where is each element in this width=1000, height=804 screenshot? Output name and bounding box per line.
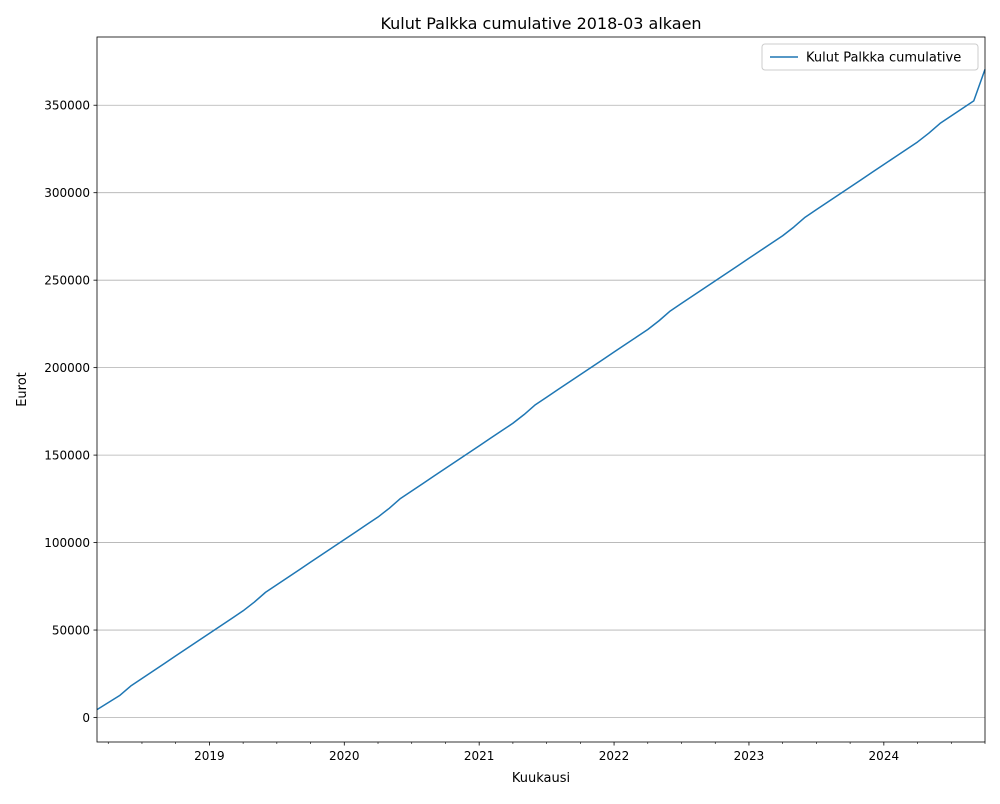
legend-box [761, 43, 979, 71]
y-tick-label: 200000 [44, 361, 90, 375]
grid-lines [97, 104, 985, 718]
chart-title: Kulut Palkka cumulative 2018-03 alkaen [380, 14, 701, 33]
x-tick-label: 2021 [464, 749, 495, 763]
x-tick-label: 2022 [599, 749, 630, 763]
y-axis-label: Eurot [15, 372, 30, 407]
x-tick-label: 2019 [194, 749, 225, 763]
y-tick-label: 250000 [44, 274, 90, 288]
x-axis: 2019 2020 2021 2022 2023 2024 [107, 742, 986, 763]
y-tick-label: 300000 [44, 186, 90, 200]
series-layer [96, 69, 986, 711]
legend-label: Kulut Palkka cumulative [806, 51, 961, 66]
y-tick-label: 150000 [44, 449, 90, 463]
y-tick-label: 100000 [44, 536, 90, 550]
y-axis: 0 50000 100000 150000 200000 250000 300000 3500… [44, 99, 97, 725]
x-tick-label: 2024 [869, 749, 900, 763]
legend: Kulut Palkka cumulative [761, 43, 979, 71]
plot-frame [96, 36, 986, 743]
x-axis-label: Kuukausi [512, 771, 570, 786]
x-tick-label: 2023 [734, 749, 765, 763]
series-line [96, 69, 986, 711]
x-tick-label: 2020 [329, 749, 360, 763]
y-tick-label: 0 [82, 711, 90, 725]
y-tick-label: 50000 [52, 624, 90, 638]
y-tick-label: 350000 [44, 99, 90, 113]
